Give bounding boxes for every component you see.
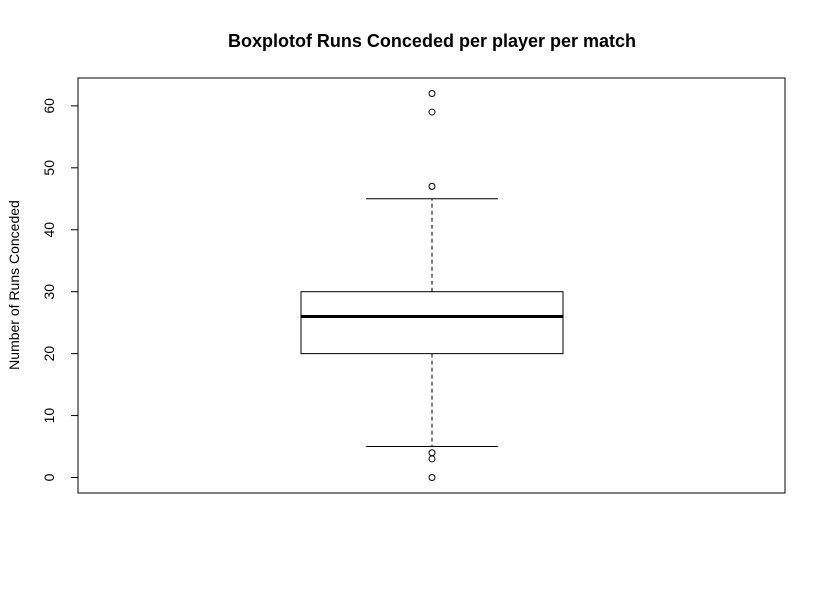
y-tick-label-0: 0	[41, 473, 57, 481]
outlier-point-0	[428, 474, 436, 482]
outlier-point-3	[428, 455, 436, 463]
y-tick-label-30: 30	[41, 284, 57, 300]
outlier-point-59	[428, 108, 436, 116]
iqr-box	[300, 291, 564, 355]
outliers	[428, 89, 436, 482]
box-plot	[300, 198, 564, 448]
y-tick-label-10: 10	[41, 408, 57, 424]
y-tick-label-40: 40	[41, 222, 57, 238]
chart-title: Boxplotof Runs Conceded per player per m…	[228, 31, 636, 51]
outlier-point-4	[428, 449, 436, 457]
outlier-point-62	[428, 89, 436, 97]
y-axis-label: Number of Runs Conceded	[6, 200, 22, 370]
y-tick-label-50: 50	[41, 160, 57, 176]
y-tick-label-20: 20	[41, 346, 57, 362]
y-axis: 0 10 20 30 40 50 60	[41, 98, 79, 481]
outlier-point-47	[428, 182, 436, 190]
y-tick-label-60: 60	[41, 98, 57, 114]
